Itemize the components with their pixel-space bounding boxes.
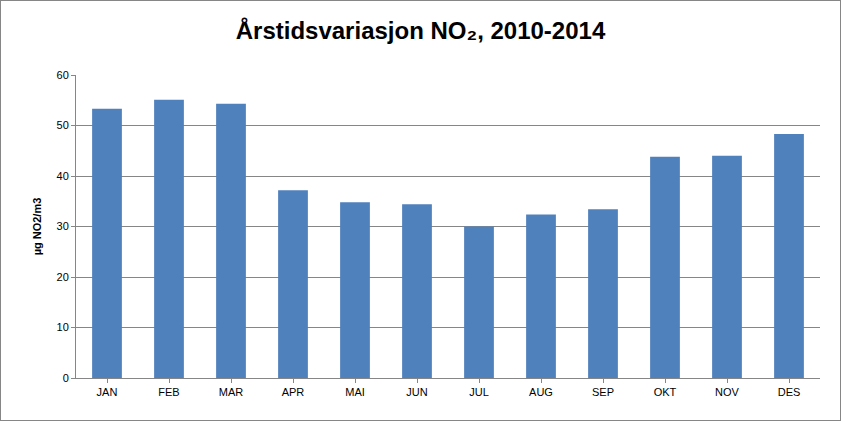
svg-text:30: 30 bbox=[57, 220, 69, 232]
svg-text:SEP: SEP bbox=[592, 386, 614, 398]
svg-text:Årstidsvariasjon NO₂, 2010-201: Årstidsvariasjon NO₂, 2010-2014 bbox=[236, 17, 606, 44]
svg-text:DES: DES bbox=[778, 386, 801, 398]
svg-text:JAN: JAN bbox=[97, 386, 118, 398]
svg-text:20: 20 bbox=[57, 271, 69, 283]
svg-text:60: 60 bbox=[57, 69, 69, 81]
svg-text:OKT: OKT bbox=[654, 386, 677, 398]
svg-text:JUL: JUL bbox=[469, 386, 489, 398]
svg-text:0: 0 bbox=[63, 372, 69, 384]
svg-text:JUN: JUN bbox=[406, 386, 427, 398]
svg-text:APR: APR bbox=[282, 386, 305, 398]
svg-text:NOV: NOV bbox=[715, 386, 740, 398]
svg-text:FEB: FEB bbox=[158, 386, 179, 398]
svg-text:40: 40 bbox=[57, 170, 69, 182]
svg-text:AUG: AUG bbox=[529, 386, 553, 398]
svg-text:50: 50 bbox=[57, 119, 69, 131]
svg-text:MAR: MAR bbox=[219, 386, 244, 398]
svg-text:MAI: MAI bbox=[345, 386, 365, 398]
svg-text:µg NO2/m3: µg NO2/m3 bbox=[31, 198, 43, 256]
svg-text:10: 10 bbox=[57, 321, 69, 333]
